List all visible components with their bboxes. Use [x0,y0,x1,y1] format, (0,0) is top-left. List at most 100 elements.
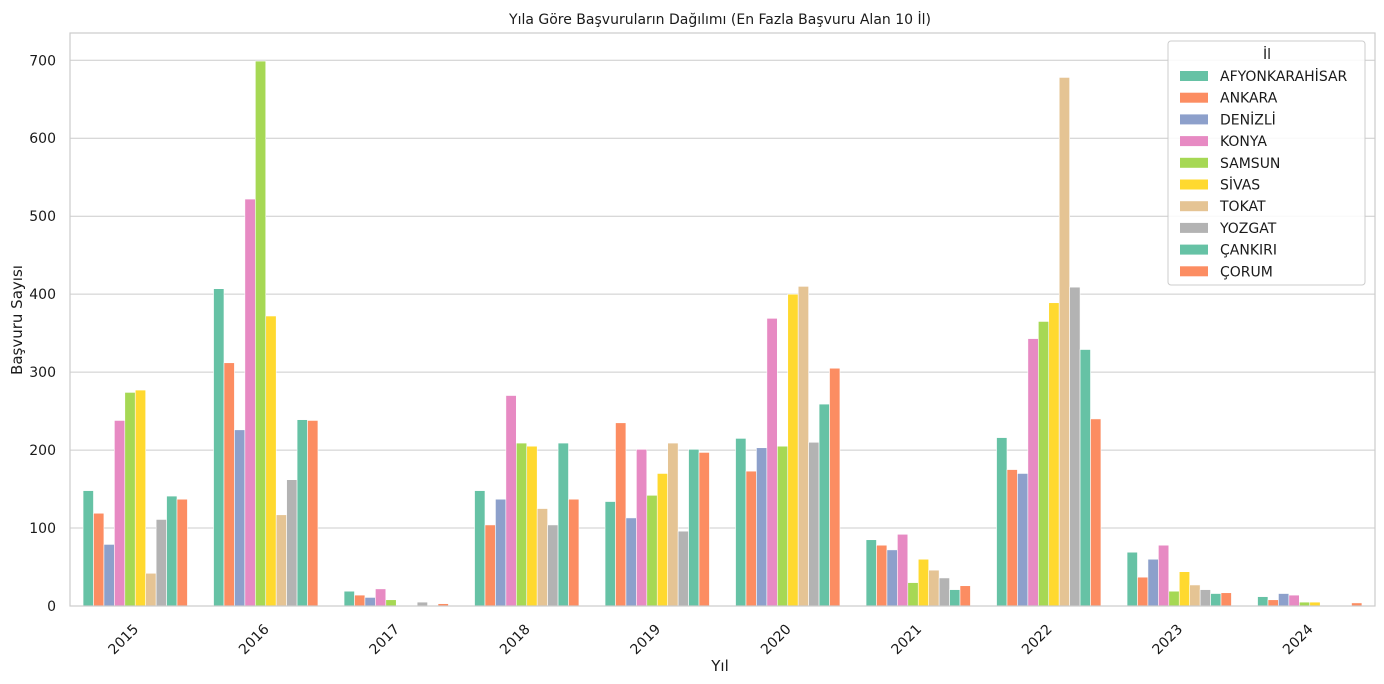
legend-swatch [1180,92,1208,103]
legend-label: TOKAT [1219,199,1266,215]
x-axis-ticks: 2015 2016 2017 2018 2019 2020 2021 2022 2023 2024 [106,621,1317,658]
bar [959,585,971,607]
bar [876,544,888,607]
bar [667,442,679,607]
legend-swatch [1180,201,1208,212]
legend: İl AFYONKARAHİSAR ANKARA DENİZLİ KONYA SAMSU… [1167,40,1366,286]
x-tick-label: 2022 [1019,622,1056,659]
bar [244,198,256,607]
bar [938,577,950,607]
bar [516,442,528,607]
bar [568,498,580,607]
bar [82,490,94,607]
bar [949,589,961,607]
bar [1288,594,1300,607]
legend-label: ÇORUM [1220,264,1273,280]
y-tick-label: 100 [29,521,56,537]
y-tick-label: 700 [29,53,56,69]
bar [829,367,841,607]
bar [505,395,517,607]
y-tick-label: 400 [29,287,56,303]
bar [1168,590,1180,607]
y-tick-label: 300 [29,365,56,381]
bar [1006,469,1018,607]
x-tick-label: 2016 [236,621,273,658]
bar [928,569,940,607]
legend-label: SAMSUN [1220,156,1280,172]
bar [1199,589,1211,607]
bar [354,594,366,607]
legend-swatch [1180,114,1208,125]
bar [1038,321,1050,607]
bar [1079,349,1091,607]
bar [343,590,355,607]
legend-title: İl [1263,45,1271,63]
bar [1126,551,1138,607]
bar [735,438,747,607]
legend-box [1167,40,1366,286]
legend-label: ÇANKIRI [1220,243,1277,259]
bar [865,539,877,607]
bar [286,479,298,607]
bar [364,597,376,607]
legend-label: ANKARA [1220,91,1278,107]
legend-swatch [1180,244,1208,255]
legend-swatch [1180,157,1208,168]
bar [656,473,668,607]
bar [234,429,246,607]
bar [155,519,167,607]
bar [818,403,830,607]
bar [385,599,397,607]
bar [547,524,559,607]
bar [484,524,496,607]
bar [766,318,778,607]
x-tick-label: 2020 [758,622,795,659]
bar [103,544,115,607]
bar [1137,576,1149,607]
bar [1257,596,1269,607]
bar [897,533,909,607]
x-tick-label: 2023 [1150,622,1187,659]
bar [223,362,235,607]
y-axis-label: Başvuru Sayısı [8,265,26,375]
bar [526,445,538,607]
bar [265,315,277,607]
x-axis-label: Yıl [710,657,729,675]
x-tick-label: 2018 [497,622,534,659]
bar [917,558,929,607]
y-tick-label: 600 [29,131,56,147]
bar [698,452,710,607]
bar [557,442,569,607]
x-tick-label: 2019 [628,622,665,659]
bar [604,501,616,607]
legend-label: YOZGAT [1219,221,1277,237]
bar [1017,473,1029,607]
bar [1048,302,1060,607]
x-tick-label: 2017 [367,622,404,659]
bar [296,419,308,607]
bar [777,445,789,607]
legend-label: AFYONKARAHİSAR [1220,67,1348,85]
bar [797,286,809,607]
y-tick-label: 0 [47,599,56,615]
bar [255,60,267,607]
legend-swatch [1180,136,1208,147]
bar [474,490,486,607]
bars [82,60,1363,607]
legend-label: DENİZLİ [1220,110,1276,128]
bar [1267,599,1279,607]
bar [1027,338,1039,607]
bar [1058,77,1070,607]
bar [1158,544,1170,607]
legend-label: SİVAS [1220,176,1260,194]
bar [134,389,146,607]
y-axis-ticks: 0 100 200 300 400 500 600 700 [29,53,56,615]
bar [1278,593,1290,607]
bar [213,288,225,607]
bar [808,441,820,607]
bar [787,293,799,607]
bar [615,422,627,607]
plot-frame [69,32,1376,607]
bar [166,495,178,607]
